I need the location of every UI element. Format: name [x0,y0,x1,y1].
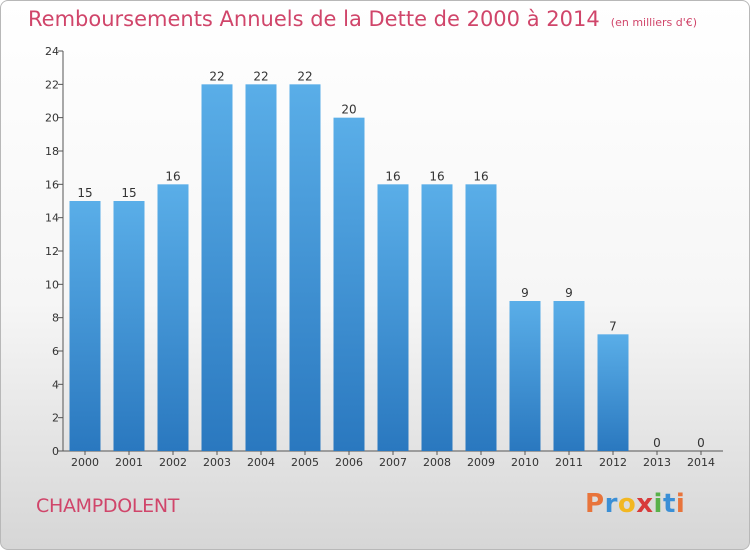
bar [157,184,189,452]
bar-value-label: 16 [385,169,400,183]
x-tick-label: 2012 [599,456,627,469]
bar-value-label: 9 [565,286,573,300]
x-tick-label: 2004 [247,456,275,469]
title-main: Remboursements Annuels de la Dette de 20… [28,7,600,31]
bar [201,84,233,451]
bar-value-label: 22 [297,69,312,83]
bar [421,184,453,452]
x-tick-label: 2008 [423,456,451,469]
y-tick-label: 10 [45,278,59,291]
logo-letter: P [585,489,605,519]
bar [245,84,277,451]
y-tick-label: 4 [52,378,59,391]
bar-value-label: 15 [121,186,136,200]
x-axis: 2000 2001 2002 2003 2004 2005 2006 2007 2008 2009… [63,450,723,469]
value-labels: 15 15 16 22 22 22 20 16 16 16 9 9 7 0 0 [77,69,704,450]
bar [509,301,541,451]
bar [333,117,365,452]
x-tick-label: 2001 [115,456,143,469]
bar-value-label: 20 [341,103,356,117]
bar-value-label: 22 [253,69,268,83]
y-tick-label: 6 [52,345,59,358]
bar-value-label: 16 [165,169,180,183]
y-tick-label: 24 [45,45,59,58]
title-subtitle: (en milliers d'€) [610,16,698,29]
logo-letter: i [675,489,686,519]
x-tick-label: 2005 [291,456,319,469]
proxiti-logo: Proxiti [585,489,685,519]
bar [597,334,629,451]
bar-value-label: 16 [473,169,488,183]
bars [69,84,629,452]
bar-value-label: 0 [697,436,705,450]
x-tick-label: 2003 [203,456,231,469]
y-tick-label: 22 [45,78,59,91]
bar [289,84,321,451]
x-tick-label: 2006 [335,456,363,469]
logo-letter: o [617,489,637,519]
bar [377,184,409,452]
commune-name: CHAMPDOLENT [36,495,180,517]
y-tick-label: 0 [52,445,59,458]
x-tick-label: 2009 [467,456,495,469]
chart-title: Remboursements Annuels de la Dette de 20… [28,7,697,31]
y-tick-label: 14 [45,212,59,225]
y-tick-label: 2 [52,412,59,425]
bar-value-label: 22 [209,69,224,83]
y-tick-label: 12 [45,245,59,258]
x-tick-label: 2000 [71,456,99,469]
x-tick-label: 2010 [511,456,539,469]
logo-letter: x [636,489,654,519]
bar-value-label: 15 [77,186,92,200]
x-tick-label: 2002 [159,456,187,469]
x-tick-label: 2014 [687,456,715,469]
bar [553,301,585,451]
bar-value-label: 16 [429,169,444,183]
x-tick-label: 2013 [643,456,671,469]
logo-letter: r [604,489,618,519]
bar-value-label: 0 [653,436,661,450]
bar [465,184,497,452]
logo-letter: i [653,489,663,519]
x-tick-label: 2011 [555,456,583,469]
x-tick-label: 2007 [379,456,407,469]
bar [69,201,101,451]
logo-letter: t [662,489,676,519]
bar-value-label: 7 [609,319,617,333]
y-tick-label: 18 [45,145,59,158]
y-tick-label: 8 [52,312,59,325]
bar-value-label: 9 [521,286,529,300]
bar [113,201,145,451]
y-tick-label: 20 [45,112,59,125]
y-tick-label: 16 [45,178,59,191]
